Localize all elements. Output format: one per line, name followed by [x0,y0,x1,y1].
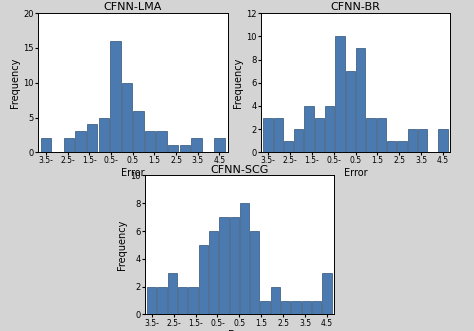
Bar [284,141,293,152]
Bar [110,41,120,152]
Title: CFNN-SCG: CFNN-SCG [210,165,269,175]
Y-axis label: Frequency: Frequency [117,220,127,270]
Bar [366,118,375,152]
Bar [356,48,365,152]
Bar [304,106,314,152]
Y-axis label: Frequency: Frequency [10,58,20,108]
Bar [219,217,228,314]
Bar [156,131,167,152]
Bar [87,124,98,152]
Bar [294,129,303,152]
Bar [229,217,239,314]
Bar [157,287,167,314]
Bar [122,83,132,152]
Bar [346,71,355,152]
Bar [214,138,225,152]
X-axis label: Error: Error [228,330,251,331]
Bar [261,301,270,314]
Bar [191,138,201,152]
Bar [271,287,280,314]
Bar [438,129,448,152]
Bar [168,273,177,314]
Bar [322,273,332,314]
Bar [387,141,396,152]
X-axis label: Error: Error [121,168,145,178]
Bar [418,129,427,152]
Bar [188,287,198,314]
Bar [273,118,283,152]
Bar [397,141,407,152]
Bar [145,131,155,152]
X-axis label: Error: Error [344,168,367,178]
Bar [336,36,345,152]
Bar [133,111,144,152]
Bar [64,138,74,152]
Bar [377,118,386,152]
Bar [281,301,291,314]
Bar [178,287,187,314]
Title: CFNN-BR: CFNN-BR [330,2,381,13]
Bar [312,301,321,314]
Bar [292,301,301,314]
Bar [250,231,259,314]
Bar [180,145,190,152]
Bar [147,287,156,314]
Bar [99,118,109,152]
Bar [263,118,273,152]
Title: CFNN-LMA: CFNN-LMA [103,2,162,13]
Bar [199,245,208,314]
Bar [41,138,51,152]
Bar [240,203,249,314]
Bar [315,118,324,152]
Bar [408,129,417,152]
Bar [302,301,311,314]
Bar [168,145,178,152]
Bar [209,231,218,314]
Bar [75,131,86,152]
Y-axis label: Frequency: Frequency [233,58,243,108]
Bar [325,106,334,152]
